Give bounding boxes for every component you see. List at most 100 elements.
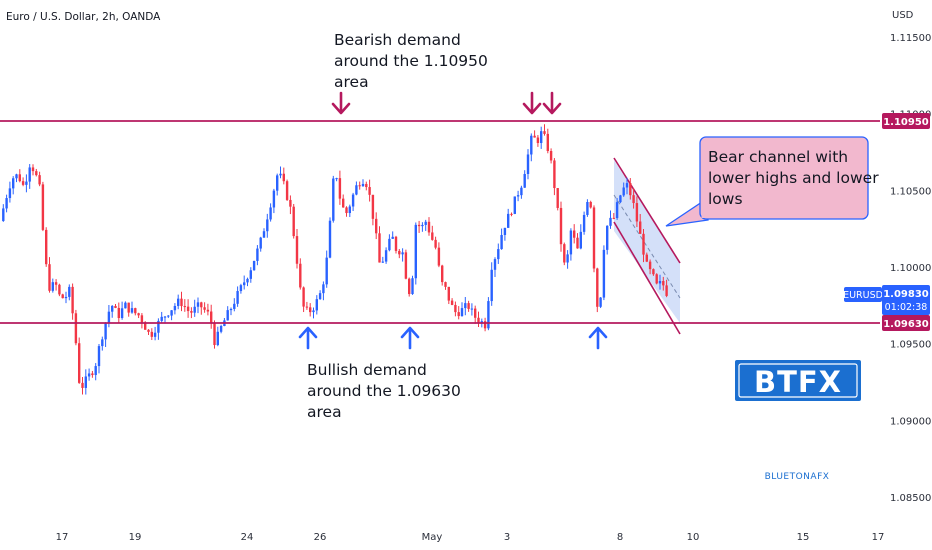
candle-body (54, 282, 58, 285)
candle-body (243, 282, 246, 286)
candle-body (239, 285, 243, 292)
candle-body (431, 232, 434, 240)
candle-body (114, 305, 117, 308)
candle-body (540, 131, 543, 144)
candle-body (87, 373, 91, 377)
candle-body (5, 198, 8, 209)
y-tick-label: 1.09000 (890, 416, 931, 427)
bearish-demand-note: Bearish demand around the 1.10950 area (334, 31, 488, 91)
x-tick-label: 17 (872, 532, 885, 543)
candle-body (186, 306, 190, 312)
time-axis: 17 19 24 26 May 3 8 10 15 17 (56, 532, 885, 543)
candle-body (18, 174, 21, 182)
candle-body (120, 308, 124, 319)
candle-body (48, 264, 51, 291)
candle-body (625, 183, 629, 188)
candle-body (573, 230, 576, 238)
x-tick-label: 19 (129, 532, 142, 543)
candle-body (147, 329, 150, 332)
candle-body (503, 227, 507, 235)
arrow-down-icon (522, 91, 542, 115)
candle-body (134, 308, 137, 314)
candle-body (173, 305, 177, 311)
candle-body (629, 183, 632, 196)
candle-body (582, 214, 586, 232)
candle-body (309, 307, 312, 313)
candle-body (282, 173, 285, 182)
candle-body (12, 178, 15, 189)
bullish-arrows (298, 326, 608, 350)
candle-body (338, 178, 342, 199)
bear-channel-lower-line (613, 221, 681, 335)
candle-body (144, 322, 147, 330)
candle-body (642, 233, 645, 255)
candle-body (177, 298, 180, 306)
candle-body (167, 315, 170, 317)
candle-body (460, 308, 464, 317)
candle-body (78, 343, 81, 383)
support-price-tag: 1.09630 (882, 315, 930, 331)
candle-body (51, 282, 54, 291)
candle-body (516, 195, 520, 197)
candle-body (117, 307, 120, 319)
candle-body (285, 181, 289, 200)
candle-body (71, 286, 74, 314)
arrow-up-icon (298, 326, 318, 350)
candle-body (437, 247, 441, 266)
candle-body (203, 307, 206, 310)
candle-body (315, 299, 318, 311)
candle-body (424, 221, 427, 225)
candle-body (256, 248, 259, 261)
x-tick-label: 26 (314, 532, 327, 543)
candle-body (520, 187, 523, 196)
candle-body (8, 188, 12, 199)
bear-channel-mid-line (613, 194, 681, 299)
x-tick-label: 24 (241, 532, 254, 543)
candle-body (295, 236, 299, 264)
candle-body (648, 261, 652, 270)
candle-body (312, 310, 315, 313)
candle-body (665, 285, 668, 296)
candle-body (566, 254, 569, 263)
candle-body (299, 263, 302, 288)
candle-body (576, 237, 579, 249)
candle-body (381, 261, 384, 263)
candle-body (530, 135, 533, 155)
candle-body (213, 323, 216, 346)
callout-line-2: lower highs and lower (708, 169, 879, 187)
candle-body (655, 274, 658, 284)
candle-body (599, 297, 602, 307)
candle-body (272, 190, 276, 208)
bluetona-logo: BLUETONAFX (765, 472, 830, 482)
price-axis: 1.115001.110001.105001.100001.095001.090… (890, 33, 931, 504)
candle-body (61, 294, 64, 299)
candle-body (276, 175, 279, 191)
candle-body (322, 284, 325, 294)
candle-body (318, 293, 322, 300)
candle-body (355, 185, 358, 195)
candle-body (332, 178, 335, 221)
chart-title: Euro / U.S. Dollar, 2h, OANDA (6, 11, 161, 23)
candle-body (35, 171, 38, 176)
arrow-down-icon (542, 91, 562, 115)
candle-body (404, 252, 408, 279)
candle-body (15, 174, 18, 179)
candle-body (361, 183, 365, 187)
candle-body (401, 252, 404, 255)
x-tick-label: 15 (797, 532, 810, 543)
candle-body (226, 310, 229, 321)
candle-body (94, 366, 97, 376)
bearish-arrows (331, 91, 562, 115)
candle-body (589, 201, 592, 208)
candle-body (305, 306, 309, 308)
bear-channel-upper-line (613, 157, 681, 264)
bear-channel-callout[interactable]: Bear channel with lower highs and lower … (665, 136, 879, 227)
candle-body (474, 308, 477, 318)
candle-body (365, 183, 368, 188)
y-tick-label: 1.10000 (890, 263, 931, 274)
callout-line-3: lows (708, 190, 743, 208)
candle-body (97, 346, 101, 367)
y-tick-label: 1.10500 (890, 186, 931, 197)
candle-body (206, 309, 210, 312)
